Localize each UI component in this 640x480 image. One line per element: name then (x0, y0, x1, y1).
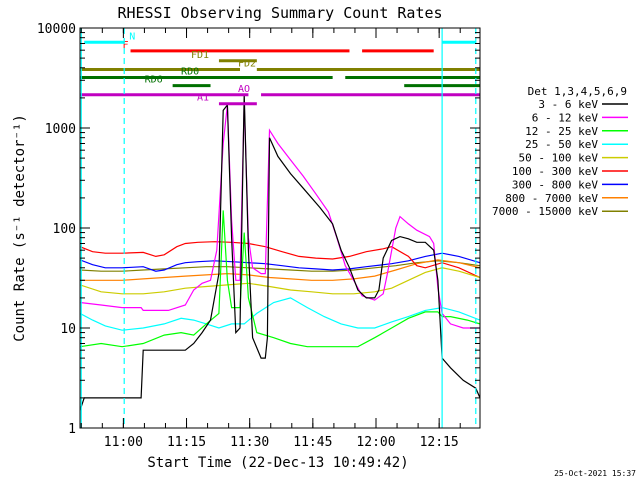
series-layer (80, 93, 480, 411)
series-25-50-kev-line (80, 297, 480, 331)
x-tick-label: 11:45 (293, 435, 332, 450)
x-tick-label: 12:15 (420, 435, 459, 450)
series-7000-15000-kev-line (80, 260, 480, 272)
series-800-7000-kev-line (80, 259, 480, 281)
y-tick-label: 100 (53, 222, 76, 237)
x-axis-label: Start Time (22-Dec-13 10:49:42) (147, 455, 408, 471)
legend-title: Det 1,3,4,5,6,9 (528, 85, 627, 98)
flag-label-fd2: FD2 (238, 58, 256, 69)
series-12-25-kev-line (80, 210, 480, 348)
y-tick-label: 10 (60, 322, 76, 337)
flag-label-ao: AO (238, 84, 250, 95)
x-tick-label: 12:00 (356, 435, 395, 450)
flag-label-fd1: FD1 (191, 50, 209, 61)
chart-title: RHESSI Observing Summary Count Rates (117, 4, 442, 22)
x-tick-label: 11:00 (104, 435, 143, 450)
y-axis-label: Count Rate (s⁻¹ detector⁻¹) (12, 114, 28, 342)
legend-label: 3 - 6 keV (538, 98, 598, 111)
flag-label-n: N (129, 31, 135, 42)
y-tick-label: 10000 (37, 22, 76, 37)
flag-label-rd6: RD6 (145, 75, 163, 86)
legend-label: 800 - 7000 keV (505, 192, 598, 205)
series-6-12-kev-line (80, 102, 480, 329)
flag-label-a1: A1 (197, 93, 209, 104)
series-50-100-kev-line (80, 267, 480, 295)
legend-label: 300 - 800 keV (512, 178, 598, 191)
x-tick-label: 11:30 (230, 435, 269, 450)
legend-label: 7000 - 15000 keV (492, 205, 598, 218)
footer-date: 25-Oct-2021 15:37 (554, 469, 636, 478)
axes: 1 10 100 1000 10000 11:00 11:15 11:30 11:45 12:00… (37, 22, 480, 450)
flag-label-f: F (123, 40, 129, 51)
x-tick-label: 11:15 (167, 435, 206, 450)
flag-label-rd0: RD0 (181, 66, 199, 77)
y-tick-label: 1 (68, 422, 76, 437)
y-tick-label: 1000 (45, 122, 76, 137)
legend-label: 12 - 25 keV (525, 125, 598, 138)
flag-bars: NF FD1 FD2 RD0 RD6 AO A1 (80, 31, 480, 106)
series-3-6-kev-line (80, 93, 480, 411)
legend-label: 50 - 100 keV (519, 152, 599, 165)
legend-label: 6 - 12 keV (532, 111, 599, 124)
series-100-300-kev-line (80, 241, 480, 279)
legend-label: 100 - 300 keV (512, 165, 598, 178)
legend-label: 25 - 50 keV (525, 138, 598, 151)
